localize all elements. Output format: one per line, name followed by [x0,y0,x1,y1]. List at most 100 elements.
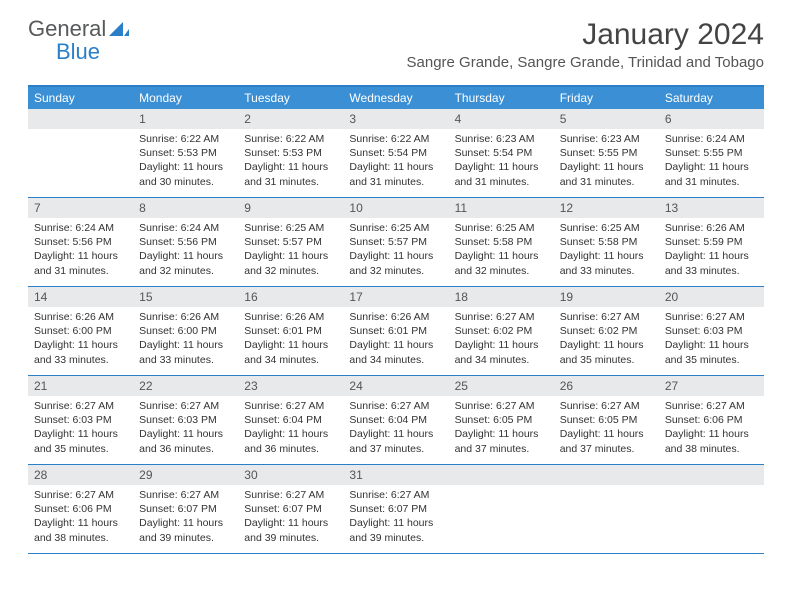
logo-part2: Blue [56,39,100,64]
week-row: 21Sunrise: 6:27 AMSunset: 6:03 PMDayligh… [28,376,764,465]
cell-details: Sunrise: 6:27 AMSunset: 6:07 PMDaylight:… [244,488,337,545]
day-number: 20 [659,287,764,307]
cell-details: Sunrise: 6:27 AMSunset: 6:06 PMDaylight:… [665,399,758,456]
day-number: 23 [238,376,343,396]
day-number: 12 [554,198,659,218]
calendar-cell: 2Sunrise: 6:22 AMSunset: 5:53 PMDaylight… [238,109,343,197]
calendar-cell: 16Sunrise: 6:26 AMSunset: 6:01 PMDayligh… [238,287,343,375]
week-row: 7 Sunrise: 6:24 AMSunset: 5:56 PMDaylight… [28,198,764,287]
cell-details: Sunrise: 6:27 AMSunset: 6:03 PMDaylight:… [139,399,232,456]
calendar-cell: 13Sunrise: 6:26 AMSunset: 5:59 PMDayligh… [659,198,764,286]
cell-details: Sunrise: 6:25 AMSunset: 5:58 PMDaylight:… [455,221,548,278]
cell-details: Sunrise: 6:27 AMSunset: 6:04 PMDaylight:… [349,399,442,456]
calendar-cell: 20 Sunrise: 6:27 AMSunset: 6:03 PMDayligh… [659,287,764,375]
location: Sangre Grande, Sangre Grande, Trinidad a… [407,54,764,71]
day-header-tuesday: Tuesday [238,87,343,109]
day-header-wednesday: Wednesday [343,87,448,109]
day-header-saturday: Saturday [659,87,764,109]
cell-details: Sunrise: 6:27 AMSunset: 6:03 PMDaylight:… [665,310,758,367]
day-number: 25 [449,376,554,396]
day-number: 17 [343,287,448,307]
calendar-cell [449,465,554,553]
cell-details: Sunrise: 6:24 AMSunset: 5:56 PMDaylight:… [139,221,232,278]
calendar-cell: 28 Sunrise: 6:27 AMSunset: 6:06 PMDayligh… [28,465,133,553]
weeks-container: 1 Sunrise: 6:22 AMSunset: 5:53 PMDaylight… [28,109,764,554]
calendar-cell: 10 Sunrise: 6:25 AMSunset: 5:57 PMDayligh… [343,198,448,286]
cell-details: Sunrise: 6:27 AMSunset: 6:06 PMDaylight:… [34,488,127,545]
calendar-cell: 23 Sunrise: 6:27 AMSunset: 6:04 PMDayligh… [238,376,343,464]
day-number: 19 [554,287,659,307]
calendar-cell: 6Sunrise: 6:24 AMSunset: 5:55 PMDaylight… [659,109,764,197]
day-number: 1 [133,109,238,129]
cell-details: Sunrise: 6:22 AMSunset: 5:53 PMDaylight:… [139,132,232,189]
day-number: 10 [343,198,448,218]
cell-details: Sunrise: 6:27 AMSunset: 6:02 PMDaylight:… [455,310,548,367]
calendar-cell: 7 Sunrise: 6:24 AMSunset: 5:56 PMDaylight… [28,198,133,286]
cell-details: Sunrise: 6:22 AMSunset: 5:54 PMDaylight:… [349,132,442,189]
week-row: 28 Sunrise: 6:27 AMSunset: 6:06 PMDayligh… [28,465,764,554]
day-number: 22 [133,376,238,396]
cell-details: Sunrise: 6:24 AMSunset: 5:56 PMDaylight:… [34,221,127,278]
month-title: January 2024 [407,18,764,52]
day-number: 27 [659,376,764,396]
day-header-thursday: Thursday [449,87,554,109]
calendar-cell: 27 Sunrise: 6:27 AMSunset: 6:06 PMDayligh… [659,376,764,464]
calendar-cell: 26Sunrise: 6:27 AMSunset: 6:05 PMDayligh… [554,376,659,464]
week-row: 14 Sunrise: 6:26 AMSunset: 6:00 PMDayligh… [28,287,764,376]
day-header-sunday: Sunday [28,87,133,109]
logo: General Blue [28,18,129,64]
day-number: 5 [554,109,659,129]
cell-details: Sunrise: 6:23 AMSunset: 5:55 PMDaylight:… [560,132,653,189]
calendar-cell: 22 Sunrise: 6:27 AMSunset: 6:03 PMDayligh… [133,376,238,464]
title-block: January 2024 Sangre Grande, Sangre Grand… [407,18,764,71]
day-number: 2 [238,109,343,129]
calendar-cell: 5 Sunrise: 6:23 AMSunset: 5:55 PMDaylight… [554,109,659,197]
calendar-cell [659,465,764,553]
day-number: 28 [28,465,133,485]
calendar-cell: 17Sunrise: 6:26 AMSunset: 6:01 PMDayligh… [343,287,448,375]
calendar: SundayMondayTuesdayWednesdayThursdayFrid… [28,85,764,554]
cell-details: Sunrise: 6:27 AMSunset: 6:07 PMDaylight:… [349,488,442,545]
cell-details: Sunrise: 6:26 AMSunset: 6:00 PMDaylight:… [139,310,232,367]
calendar-cell: 11 Sunrise: 6:25 AMSunset: 5:58 PMDayligh… [449,198,554,286]
day-number: 30 [238,465,343,485]
day-number [659,465,764,485]
calendar-cell: 12Sunrise: 6:25 AMSunset: 5:58 PMDayligh… [554,198,659,286]
cell-details: Sunrise: 6:26 AMSunset: 6:00 PMDaylight:… [34,310,127,367]
cell-details: Sunrise: 6:27 AMSunset: 6:04 PMDaylight:… [244,399,337,456]
day-header-monday: Monday [133,87,238,109]
calendar-cell: 24 Sunrise: 6:27 AMSunset: 6:04 PMDayligh… [343,376,448,464]
day-number: 7 [28,198,133,218]
day-number: 9 [238,198,343,218]
calendar-cell: 19 Sunrise: 6:27 AMSunset: 6:02 PMDayligh… [554,287,659,375]
calendar-cell: 4Sunrise: 6:23 AMSunset: 5:54 PMDaylight… [449,109,554,197]
day-number: 18 [449,287,554,307]
day-headers: SundayMondayTuesdayWednesdayThursdayFrid… [28,87,764,109]
calendar-cell: 3 Sunrise: 6:22 AMSunset: 5:54 PMDaylight… [343,109,448,197]
calendar-cell: 8 Sunrise: 6:24 AMSunset: 5:56 PMDaylight… [133,198,238,286]
cell-details: Sunrise: 6:24 AMSunset: 5:55 PMDaylight:… [665,132,758,189]
cell-details: Sunrise: 6:27 AMSunset: 6:05 PMDaylight:… [560,399,653,456]
day-number: 29 [133,465,238,485]
calendar-cell: 21Sunrise: 6:27 AMSunset: 6:03 PMDayligh… [28,376,133,464]
week-row: 1 Sunrise: 6:22 AMSunset: 5:53 PMDaylight… [28,109,764,198]
day-number: 24 [343,376,448,396]
cell-details: Sunrise: 6:27 AMSunset: 6:07 PMDaylight:… [139,488,232,545]
calendar-cell: 14 Sunrise: 6:26 AMSunset: 6:00 PMDayligh… [28,287,133,375]
cell-details: Sunrise: 6:27 AMSunset: 6:02 PMDaylight:… [560,310,653,367]
cell-details: Sunrise: 6:25 AMSunset: 5:57 PMDaylight:… [244,221,337,278]
cell-details: Sunrise: 6:27 AMSunset: 6:03 PMDaylight:… [34,399,127,456]
day-number: 31 [343,465,448,485]
day-number [449,465,554,485]
calendar-cell: 15Sunrise: 6:26 AMSunset: 6:00 PMDayligh… [133,287,238,375]
day-number: 3 [343,109,448,129]
cell-details: Sunrise: 6:25 AMSunset: 5:57 PMDaylight:… [349,221,442,278]
day-number: 11 [449,198,554,218]
day-number: 4 [449,109,554,129]
day-number: 8 [133,198,238,218]
cell-details: Sunrise: 6:26 AMSunset: 6:01 PMDaylight:… [244,310,337,367]
calendar-cell: 30 Sunrise: 6:27 AMSunset: 6:07 PMDayligh… [238,465,343,553]
day-number [554,465,659,485]
day-number: 14 [28,287,133,307]
logo-part1: General [28,16,106,41]
